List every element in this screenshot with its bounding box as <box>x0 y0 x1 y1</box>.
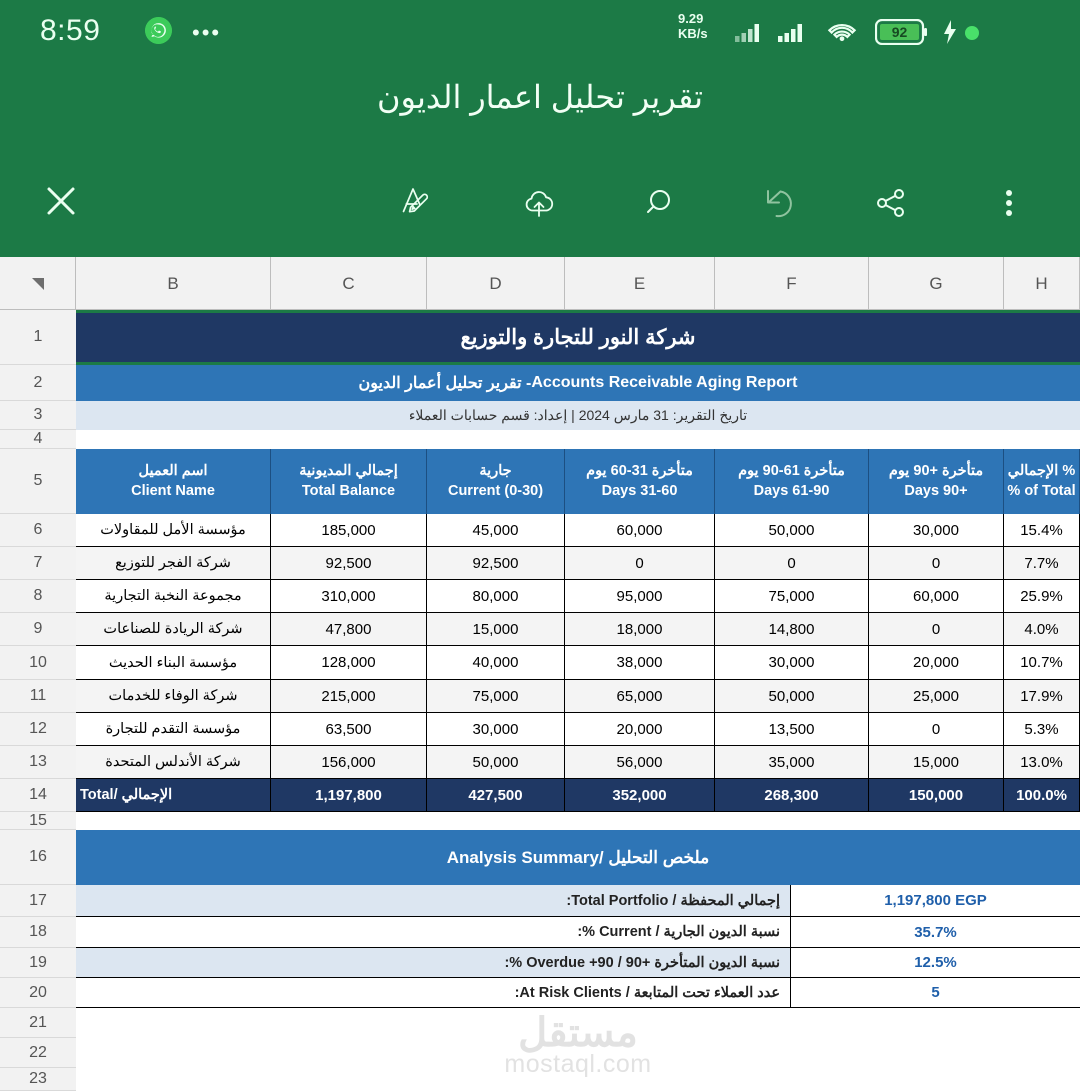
svg-text:92: 92 <box>892 24 908 40</box>
